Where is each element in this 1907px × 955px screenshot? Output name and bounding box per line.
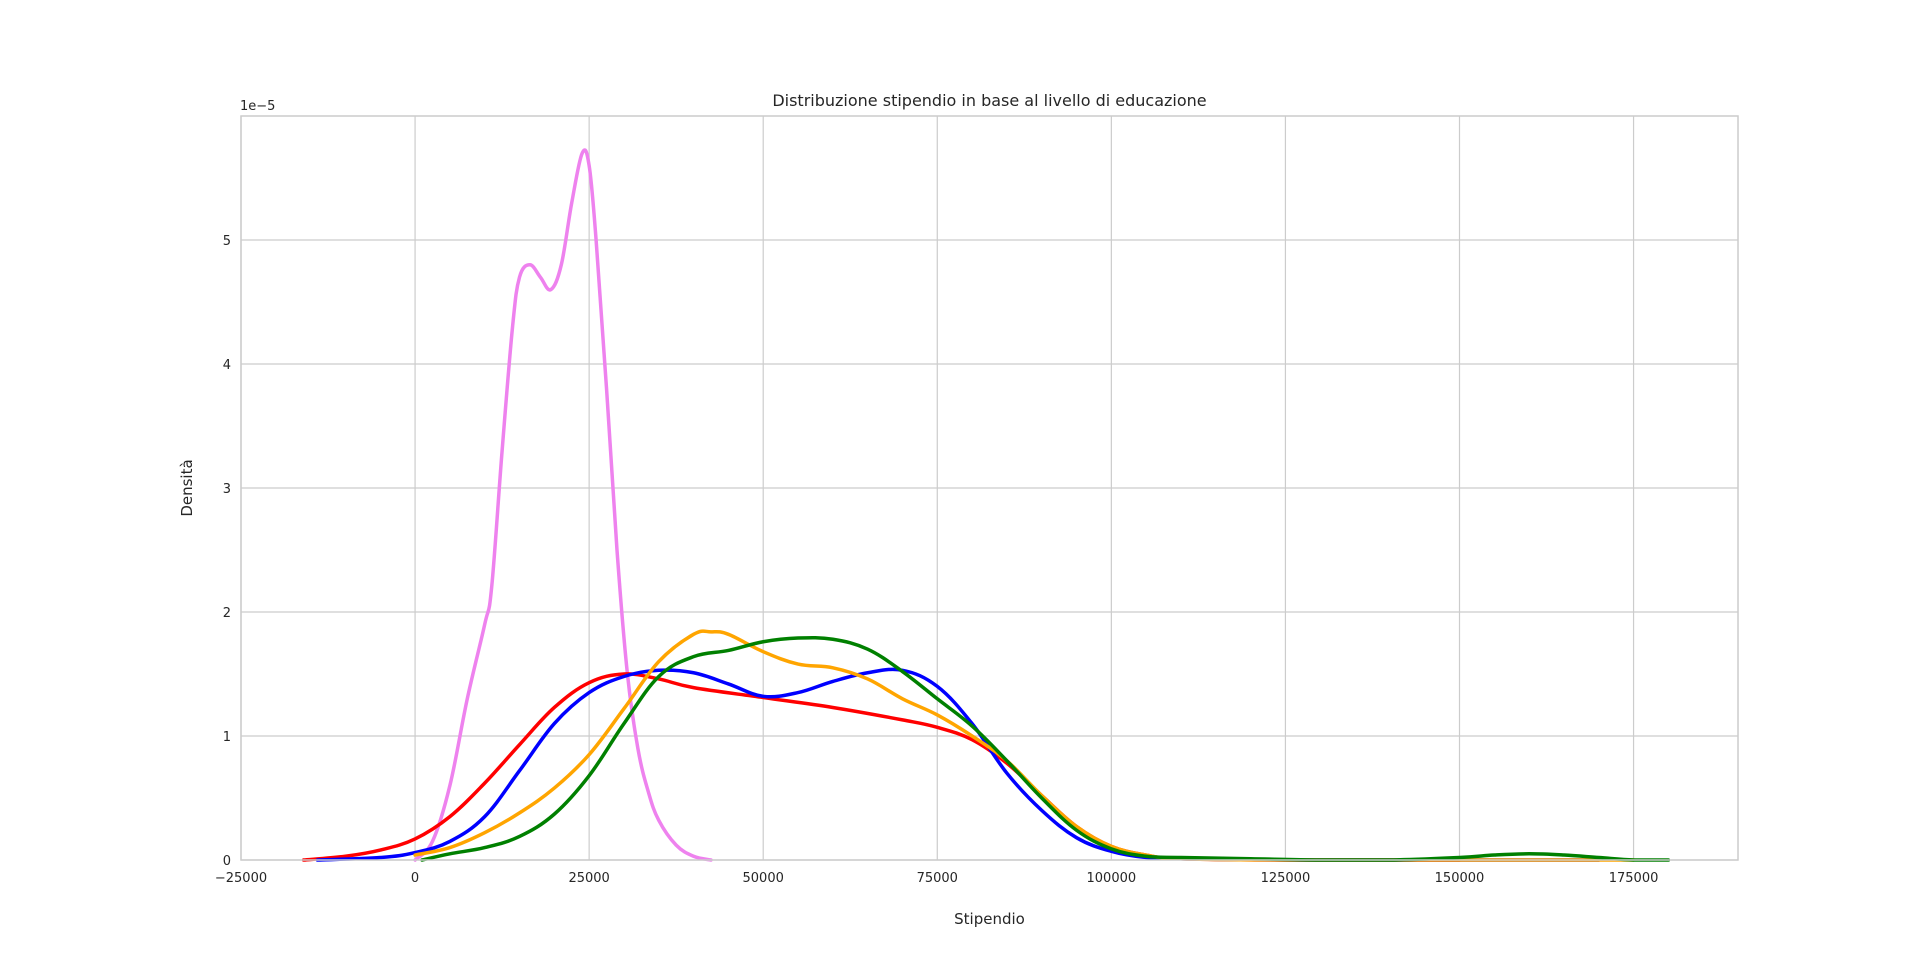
x-tick-label: 125000 bbox=[1261, 871, 1311, 886]
x-tick-label: 175000 bbox=[1609, 871, 1659, 886]
y-tick-label: 2 bbox=[223, 606, 231, 621]
x-tick-label: 75000 bbox=[917, 871, 958, 886]
chart-title: Distribuzione stipendio in base al livel… bbox=[772, 91, 1206, 110]
x-tick-label: 25000 bbox=[568, 871, 609, 886]
y-tick-label: 0 bbox=[223, 854, 231, 869]
x-tick-label: 150000 bbox=[1435, 871, 1485, 886]
y-axis-offset-label: 1e−5 bbox=[240, 99, 275, 114]
density-line-1 bbox=[413, 148, 713, 862]
x-tick-label: 100000 bbox=[1087, 871, 1137, 886]
density-line-4 bbox=[413, 629, 1636, 862]
density-line-3 bbox=[315, 667, 1601, 862]
x-tick-label: −25000 bbox=[215, 871, 267, 886]
y-tick-label: 5 bbox=[223, 234, 231, 249]
x-tick-label: 0 bbox=[411, 871, 419, 886]
density-line-5 bbox=[420, 635, 1671, 862]
series-lines bbox=[301, 148, 1671, 862]
y-axis-label: Densità bbox=[178, 459, 196, 516]
y-axis-ticks: 0 1 2 3 4 5 bbox=[223, 234, 231, 869]
density-line-2 bbox=[301, 672, 1462, 862]
y-tick-label: 4 bbox=[223, 358, 231, 373]
y-tick-label: 1 bbox=[223, 730, 231, 745]
x-tick-label: 50000 bbox=[743, 871, 784, 886]
x-axis-label: Stipendio bbox=[954, 910, 1025, 928]
y-tick-label: 3 bbox=[223, 482, 231, 497]
x-axis-ticks: −25000 0 25000 50000 75000 100000 125000 150000… bbox=[215, 871, 1659, 886]
plot-frame bbox=[240, 115, 1739, 861]
